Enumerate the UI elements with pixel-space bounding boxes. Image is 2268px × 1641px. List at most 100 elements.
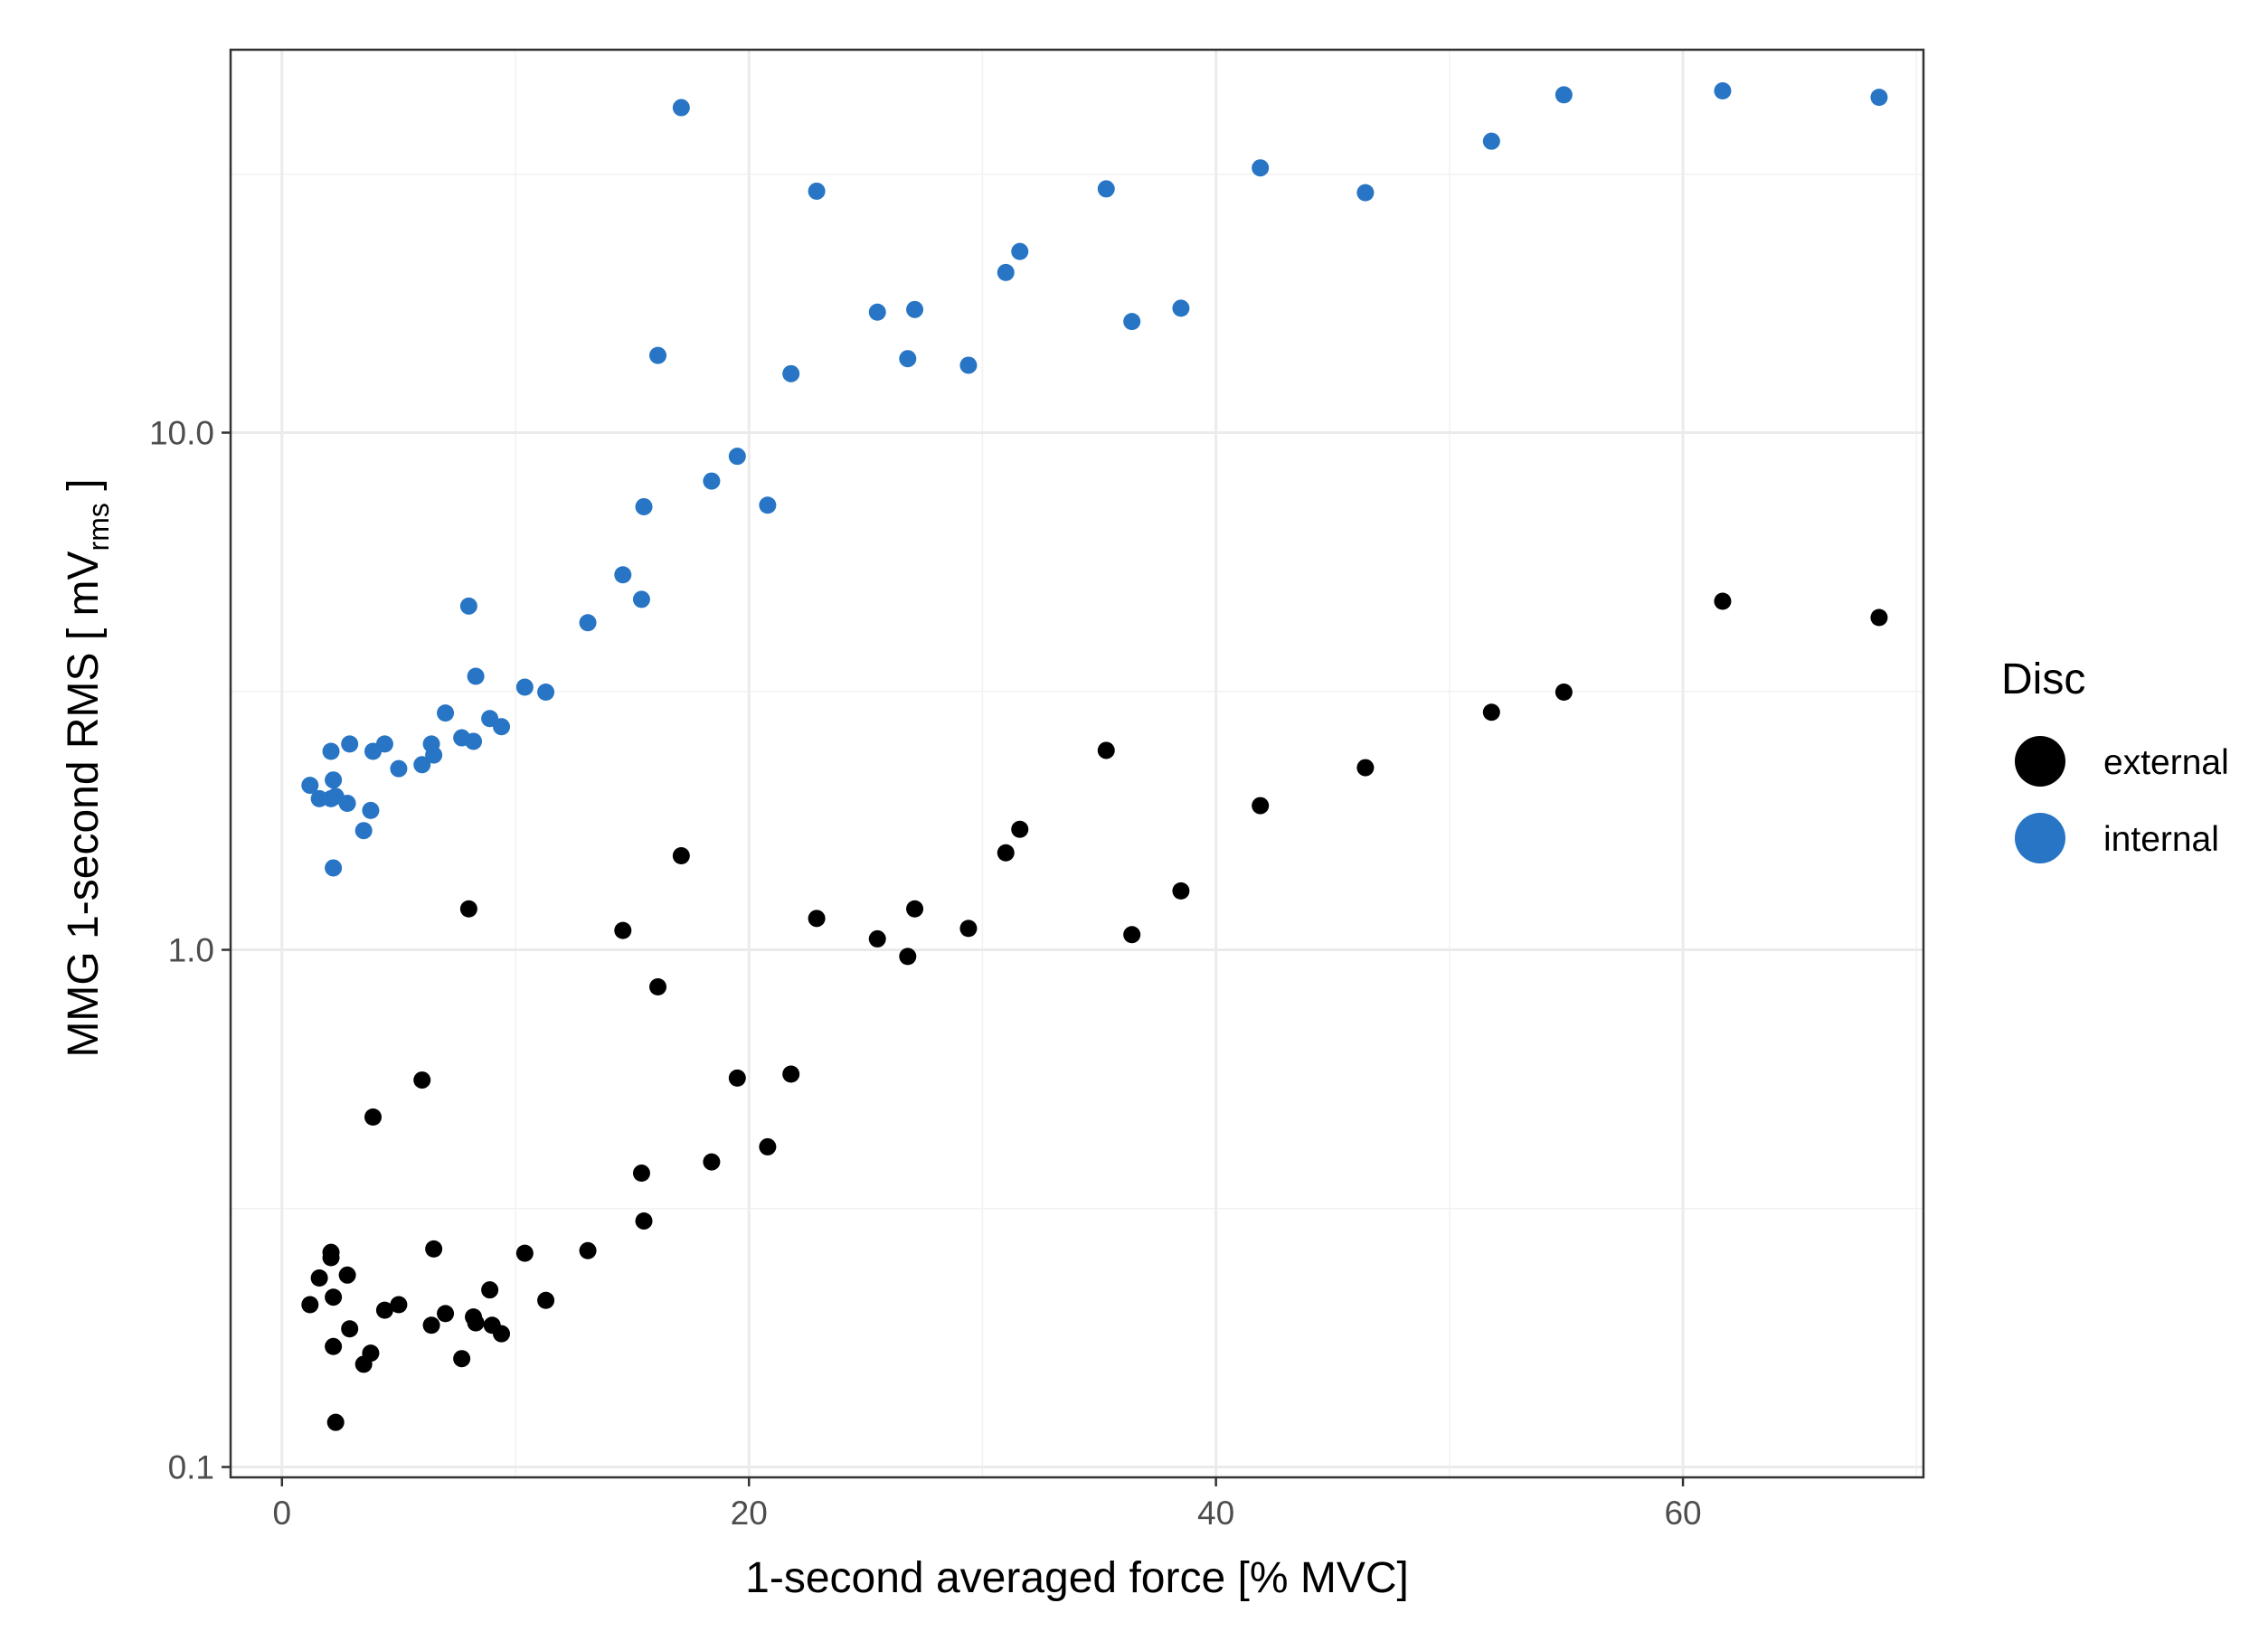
data-point-internal [537, 683, 555, 701]
data-point-internal [301, 777, 319, 795]
data-point-internal [1555, 86, 1573, 104]
x-tick-label: 40 [1197, 1495, 1234, 1532]
data-point-internal [906, 300, 924, 318]
data-point-external [301, 1296, 319, 1314]
legend: Disc external internal [2001, 655, 2229, 863]
y-tick-label: 0.1 [168, 1449, 214, 1486]
data-point-external [325, 1288, 343, 1306]
data-point-internal [375, 735, 393, 753]
data-point-internal [341, 735, 359, 753]
data-point-internal [1714, 81, 1732, 99]
data-point-internal [703, 472, 721, 490]
y-axis-title: MMG 1-second RMS [ mVrms ] [60, 478, 115, 1057]
x-axis-title: 1-second averaged force [% MVC] [745, 1554, 1409, 1602]
data-point-external [1714, 592, 1732, 610]
data-point-internal [459, 597, 477, 615]
data-point-internal [579, 614, 597, 632]
y-tick-label: 1.0 [168, 932, 214, 969]
data-point-external [425, 1240, 443, 1258]
data-point-internal [808, 182, 826, 200]
data-point-internal [425, 746, 443, 764]
data-point-internal [1870, 89, 1888, 107]
data-point-external [649, 977, 667, 995]
data-point-external [310, 1268, 328, 1287]
data-point-external [413, 1071, 431, 1089]
data-point-internal [437, 704, 455, 722]
grid-lines [231, 50, 1923, 1477]
data-point-internal [465, 732, 483, 750]
data-point-external [1356, 759, 1375, 777]
data-point-external [1011, 820, 1029, 838]
data-point-external [362, 1344, 380, 1363]
data-point-external [614, 921, 632, 939]
data-point-internal [782, 364, 800, 382]
data-point-internal [1011, 242, 1029, 260]
data-point-external [703, 1153, 721, 1171]
data-point-internal [1172, 299, 1190, 317]
data-point-internal [390, 759, 408, 778]
data-point-external [808, 910, 826, 928]
data-point-external [515, 1244, 534, 1262]
data-point-internal [1123, 313, 1141, 331]
data-point-external [1252, 797, 1270, 815]
y-tick-label: 10.0 [149, 415, 214, 452]
data-point-external [325, 1337, 343, 1355]
data-point-external [579, 1241, 597, 1259]
data-point-external [390, 1296, 408, 1314]
data-point-external [375, 1301, 393, 1319]
data-point-internal [413, 756, 431, 774]
data-point-external [1482, 703, 1500, 721]
data-point-internal [322, 742, 340, 760]
data-point-internal [1482, 132, 1500, 150]
data-point-external [782, 1065, 800, 1083]
data-point-external [422, 1316, 440, 1334]
data-point-external [635, 1212, 653, 1230]
data-point-external [493, 1325, 511, 1343]
data-point-internal [338, 794, 356, 812]
data-point-internal [1356, 184, 1375, 202]
data-point-external [959, 920, 978, 938]
data-point-external [672, 847, 690, 865]
data-point-external [459, 900, 477, 918]
data-point-internal [493, 718, 511, 736]
y-axis-title-subscript: rms [82, 503, 115, 551]
data-point-internal [614, 566, 632, 584]
data-point-external [326, 1413, 345, 1431]
data-point-internal [759, 496, 777, 514]
data-point-internal [635, 497, 653, 515]
x-tick-label: 0 [273, 1495, 292, 1532]
plot-panel-border [229, 48, 1925, 1479]
data-point-external [868, 929, 886, 948]
y-axis-title-main: MMG 1-second RMS [ mV [60, 551, 108, 1057]
data-point-external [997, 844, 1015, 862]
legend-label-external: external [2103, 743, 2229, 782]
legend-entries: external internal [2015, 736, 2229, 863]
data-point-external [453, 1350, 471, 1368]
data-point-external [467, 1314, 485, 1332]
data-point-internal [1097, 180, 1115, 198]
data-point-external [1123, 926, 1141, 944]
data-point-internal [728, 448, 746, 466]
data-point-external [537, 1291, 555, 1309]
data-point-internal [899, 350, 917, 368]
data-point-internal [868, 303, 886, 321]
axes: 0 20 40 60 0.1 1.0 10.0 [149, 415, 1702, 1532]
data-point-external [899, 948, 917, 966]
data-point-external [728, 1069, 746, 1087]
data-point-external [1555, 683, 1573, 701]
x-tick-label: 60 [1664, 1495, 1701, 1532]
data-point-internal [362, 801, 380, 819]
data-point-external [341, 1320, 359, 1338]
data-point-internal [325, 771, 343, 789]
legend-key-internal [2015, 813, 2065, 863]
data-point-external [1870, 608, 1888, 627]
legend-key-external [2015, 736, 2065, 787]
data-point-external [338, 1266, 356, 1284]
data-point-internal [467, 667, 485, 685]
data-point-external [481, 1281, 499, 1299]
data-point-internal [672, 99, 690, 117]
data-point-internal [515, 678, 534, 696]
data-point-external [437, 1305, 455, 1323]
